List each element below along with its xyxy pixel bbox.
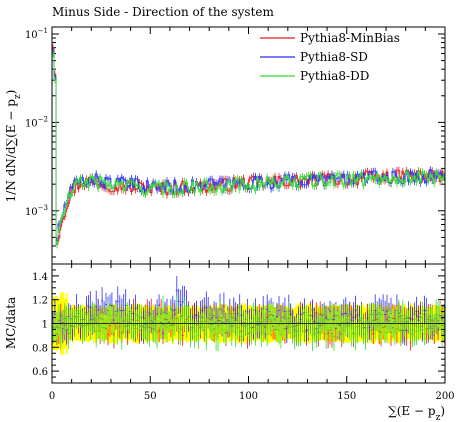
legend-label: Pythia8-DD — [300, 69, 369, 83]
ratio-y-tick-label: 1.4 — [32, 272, 48, 283]
legend-label: Pythia8-SD — [300, 50, 368, 64]
ratio-y-tick-label: 1.2 — [32, 296, 48, 307]
ratio-plot-frame — [51, 263, 446, 384]
x-tick-label: 0 — [49, 391, 55, 402]
ratio-y-tick-label: 0.8 — [32, 343, 48, 354]
main-plot: 10−310−210−1 Pythia8-MinBiasPythia8-SDPy… — [25, 26, 446, 265]
x-tick-label: 100 — [239, 391, 258, 402]
main-y-tick-label: 10−2 — [25, 115, 48, 129]
main-series-pythia8-minbias — [52, 44, 445, 249]
main-plot-frame — [51, 26, 446, 265]
legend: Pythia8-MinBias Pythia8-SD Pythia8-DD — [260, 31, 400, 83]
ratio-series-pythia8-dd — [52, 295, 445, 352]
x-tick-label: 200 — [435, 391, 454, 402]
x-tick-label: 50 — [144, 391, 157, 402]
ratio-y-tick-label: 0.6 — [32, 367, 48, 378]
main-plot-series — [52, 44, 445, 249]
ratio-y-tick-label: 1 — [42, 320, 48, 331]
main-series-pythia8-dd — [52, 50, 445, 248]
main-y-tick-label: 10−1 — [25, 27, 48, 41]
main-y-tick-label: 10−3 — [25, 204, 48, 218]
ratio-plot-y-axis-label: MC/data — [4, 297, 18, 349]
main-plot-y-axis-label: 1/N dN/d∑(E − pz) — [4, 90, 23, 203]
legend-label: Pythia8-MinBias — [300, 31, 400, 45]
x-tick-label: 150 — [337, 391, 356, 402]
main-plot-ticks: 10−3 10−2 10−1 — [25, 27, 446, 264]
main-series-pythia8-sd — [52, 47, 445, 244]
ratio-plot: 0.6 0.8 1 1.2 1.4 0 50 100 150 200 — [32, 263, 455, 402]
chart-title: Minus Side - Direction of the system — [52, 5, 274, 19]
x-axis-label: ∑(E − pz) — [388, 404, 445, 422]
